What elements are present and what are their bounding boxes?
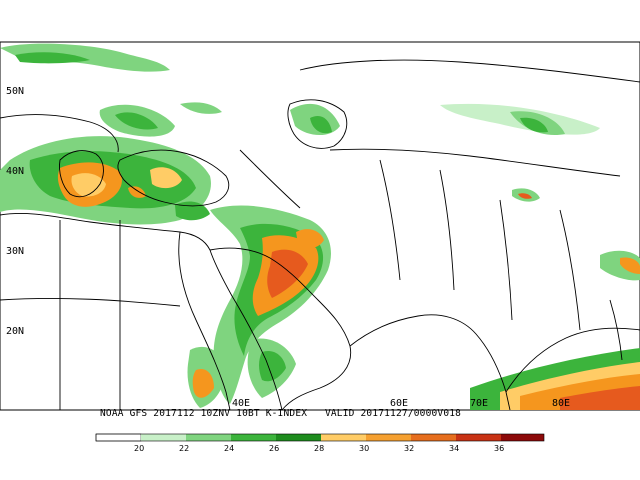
k-index-shading	[0, 43, 640, 410]
map-frame	[0, 41, 640, 411]
colorbar-label-32: 32	[404, 444, 414, 453]
colorbar: 20 22 24 26 28 30 32 34 36	[95, 433, 545, 453]
map-caption: NOAA GFS 2017112 10ZNV 10BT K-INDEX VALI…	[100, 408, 462, 419]
colorbar-swatch-36	[456, 434, 501, 441]
lon-label-40e: 40E	[232, 398, 250, 409]
colorbar-swatch-26	[231, 434, 276, 441]
lon-label-60e: 60E	[390, 398, 408, 409]
colorbar-label-20: 20	[134, 444, 144, 453]
colorbar-swatch-30	[321, 434, 366, 441]
colorbar-label-28: 28	[314, 444, 324, 453]
colorbar-swatch-28	[276, 434, 321, 441]
lon-label-80e: 80E	[552, 398, 570, 409]
colorbar-swatch-24	[186, 434, 231, 441]
lat-label-50n: 50N	[6, 86, 24, 97]
colorbar-label-24: 24	[224, 444, 234, 453]
lat-label-20n: 20N	[6, 326, 24, 337]
colorbar-label-30: 30	[359, 444, 369, 453]
colorbar-label-36: 36	[494, 444, 504, 453]
colorbar-label-26: 26	[269, 444, 279, 453]
colorbar-swatch-32	[366, 434, 411, 441]
coastlines	[0, 59, 640, 411]
colorbar-label-22: 22	[179, 444, 189, 453]
colorbar-swatch-38	[501, 434, 544, 441]
colorbar-label-34: 34	[449, 444, 459, 453]
lat-label-30n: 30N	[6, 246, 24, 257]
colorbar-swatch-34	[411, 434, 456, 441]
colorbar-swatch-22	[141, 434, 186, 441]
lat-label-40n: 40N	[6, 166, 24, 177]
colorbar-swatch-20	[95, 433, 142, 442]
lon-label-70e: 70E	[470, 398, 488, 409]
